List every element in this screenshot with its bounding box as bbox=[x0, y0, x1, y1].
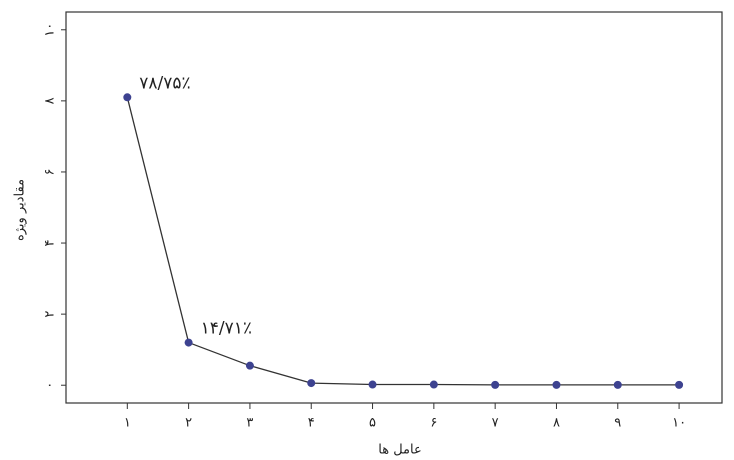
x-tick-label: ۴ bbox=[308, 416, 315, 431]
y-tick-label: ۸ bbox=[43, 97, 58, 104]
y-tick-label: ۶ bbox=[43, 168, 58, 175]
data-point bbox=[613, 380, 622, 389]
y-tick-label: ۲ bbox=[43, 311, 58, 318]
annotation: ۷۸/۷۵٪ bbox=[139, 73, 190, 93]
x-tick-label: ۱ bbox=[124, 416, 131, 431]
y-tick-label: ۱۰ bbox=[43, 23, 58, 37]
x-tick-label: ۱۰ bbox=[672, 416, 686, 431]
x-tick-label: ۳ bbox=[246, 416, 253, 431]
plot-frame bbox=[65, 11, 723, 404]
y-tick-label: ۴ bbox=[43, 240, 58, 247]
x-tick-label: ۶ bbox=[430, 416, 437, 431]
data-point bbox=[368, 380, 377, 389]
y-axis-label: مقادیر ویژه bbox=[13, 179, 28, 241]
data-point bbox=[675, 380, 684, 389]
x-axis-label: عامل ها bbox=[378, 443, 421, 458]
x-tick-label: ۵ bbox=[369, 416, 376, 431]
data-point bbox=[184, 338, 193, 347]
x-tick-label: ۲ bbox=[185, 416, 192, 431]
data-point bbox=[307, 379, 316, 388]
x-tick-label: ۷ bbox=[492, 416, 499, 431]
series-line bbox=[126, 97, 680, 386]
x-tick-label: ۸ bbox=[553, 416, 560, 431]
data-point bbox=[245, 361, 254, 370]
annotation: ۱۴/۷۱٪ bbox=[201, 319, 252, 339]
data-point bbox=[429, 380, 438, 389]
data-point bbox=[123, 93, 132, 102]
y-tick-label: ۰ bbox=[43, 382, 58, 389]
data-point bbox=[491, 380, 500, 389]
data-point bbox=[552, 380, 561, 389]
x-tick-label: ۹ bbox=[614, 416, 621, 431]
